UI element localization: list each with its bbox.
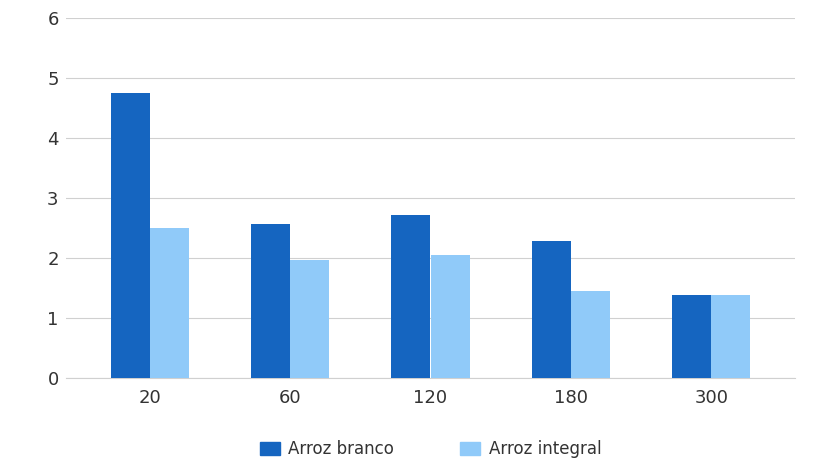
Bar [531,242,570,378]
Bar [570,291,609,378]
Legend: Arroz branco, Arroz integral: Arroz branco, Arroz integral [260,440,600,458]
Bar [150,228,189,378]
Bar [710,296,749,378]
Bar [251,224,290,378]
Bar [430,255,469,378]
Bar [290,260,329,378]
Bar [111,93,150,378]
Bar [391,215,430,378]
Bar [671,296,710,378]
